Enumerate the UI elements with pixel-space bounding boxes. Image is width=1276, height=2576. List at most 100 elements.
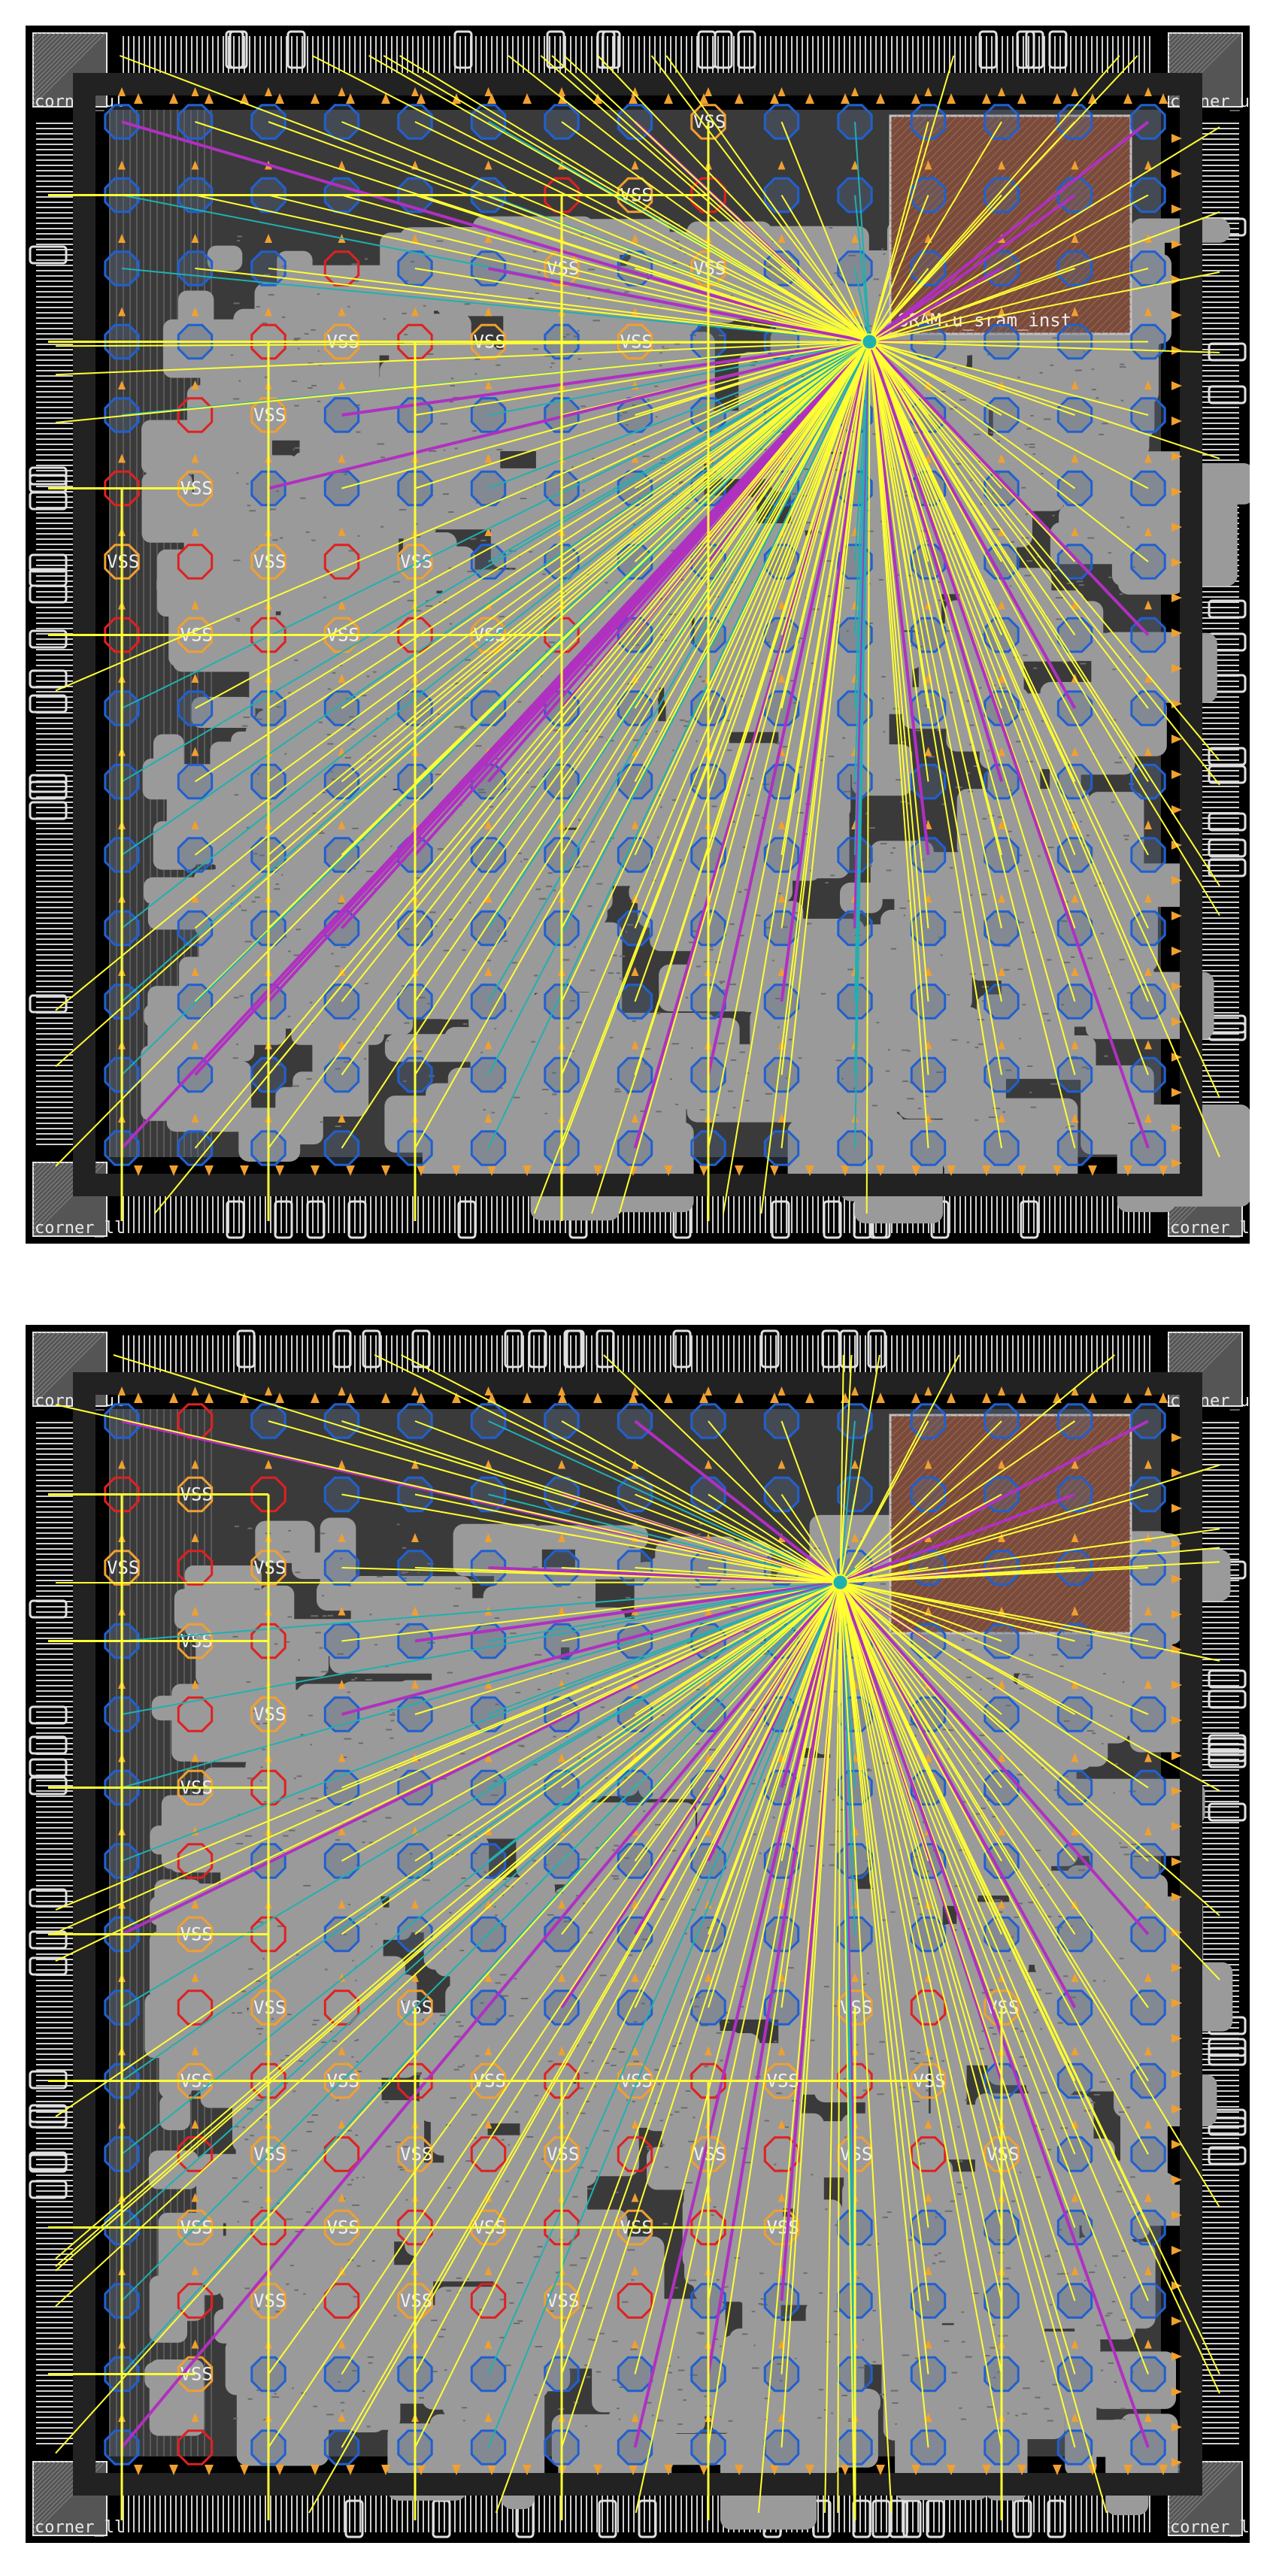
cell-speckle: [1112, 668, 1117, 671]
cell-speckle: [566, 333, 570, 335]
cell-speckle: [338, 902, 344, 905]
vss-label: VSS: [253, 551, 286, 572]
bump-octagon: [397, 544, 433, 580]
sram-hatch: [890, 115, 921, 147]
cell-speckle: [740, 695, 744, 697]
cell-speckle: [762, 517, 770, 519]
bond-pad: [29, 584, 68, 604]
cell-speckle: [1096, 882, 1105, 884]
cell-speckle: [735, 395, 738, 397]
corner-hatch: [32, 2461, 47, 2476]
via-marker: [1071, 893, 1079, 903]
cell-speckle: [429, 911, 436, 914]
route-wire: [55, 341, 871, 1011]
route-wire: [414, 341, 870, 489]
cell-speckle: [548, 641, 556, 644]
cell-speckle: [806, 522, 814, 524]
route-wire: [268, 341, 871, 1149]
cell-speckle: [679, 859, 682, 861]
sram-hatch: [957, 160, 1132, 335]
route-wire: [868, 341, 1220, 762]
cell-speckle: [474, 538, 477, 540]
cell-speckle: [908, 900, 911, 902]
cell-speckle: [532, 250, 537, 253]
vss-label: VSS: [693, 111, 726, 132]
bond-pad: [29, 1735, 68, 1755]
via-marker: [1071, 527, 1079, 536]
cell-speckle: [750, 361, 758, 362]
cell-speckle: [920, 646, 923, 647]
cell-speckle: [793, 702, 800, 704]
cell-speckle: [332, 672, 336, 674]
cell-speckle: [1086, 1068, 1092, 1070]
via-marker: [998, 747, 1005, 756]
cell-speckle: [453, 2068, 459, 2071]
bond-pad: [453, 30, 473, 69]
cell-speckle: [948, 692, 953, 693]
via-marker: [1071, 453, 1079, 463]
cell-speckle: [288, 692, 291, 694]
cell-speckle: [729, 923, 735, 926]
cell-speckle: [499, 1087, 503, 1089]
cell-speckle: [1002, 1111, 1005, 1113]
bond-pad: [737, 30, 756, 69]
route-wire: [708, 341, 871, 1149]
sram-hatch: [1025, 228, 1132, 335]
cell-speckle: [941, 390, 946, 392]
bond-pad: [29, 553, 68, 573]
corner-label-lr: corner_lr: [1170, 1219, 1250, 1238]
cell-speckle: [747, 794, 750, 796]
cell-speckle: [677, 2389, 683, 2391]
corner-hatch: [32, 32, 79, 79]
pin-marker: [1123, 93, 1132, 104]
cell-speckle: [243, 717, 250, 718]
via-marker: [1071, 1114, 1079, 1123]
cell-speckle: [765, 266, 772, 268]
cell-speckle: [288, 950, 291, 953]
corner-hatch: [32, 32, 38, 38]
corner-hatch: [32, 1162, 56, 1186]
cell-speckle: [259, 854, 265, 856]
cell-speckle: [775, 998, 780, 1000]
cell-speckle: [659, 365, 662, 367]
bond-pad: [236, 1329, 256, 1368]
cell-speckle: [1078, 584, 1084, 586]
cell-speckle: [239, 995, 244, 997]
route-wire: [869, 211, 1220, 343]
via-marker: [338, 893, 346, 903]
layout-content: corner_ulcorner_urcorner_llcorner_lrSRAM…: [26, 26, 1250, 1244]
cell-speckle: [999, 687, 1006, 689]
pin-marker: [381, 93, 390, 104]
cell-speckle: [415, 610, 422, 612]
cell-speckle: [256, 305, 260, 308]
std-cell-cluster: [1117, 451, 1197, 532]
vss-label: VSS: [107, 551, 139, 572]
bond-pad: [29, 466, 68, 486]
cell-speckle: [282, 316, 286, 318]
cell-speckle: [547, 872, 553, 874]
cell-speckle: [427, 1002, 430, 1005]
cell-speckle: [232, 1057, 238, 1059]
cell-speckle: [1041, 472, 1044, 474]
pin-marker: [699, 93, 708, 104]
bond-pad: [1208, 1802, 1247, 1822]
cell-speckle: [292, 1085, 299, 1087]
via-marker: [338, 600, 346, 610]
cell-speckle: [247, 505, 251, 507]
cell-speckle: [444, 449, 446, 451]
cell-speckle: [351, 263, 358, 265]
bond-pad: [852, 2499, 871, 2538]
sram-hatch: [890, 115, 914, 139]
cell-speckle: [726, 720, 732, 722]
sram-hatch: [1085, 288, 1132, 335]
sram-hatch: [1055, 258, 1132, 335]
route-wire: [868, 341, 1149, 709]
route-wire: [708, 341, 871, 709]
cell-speckle: [562, 336, 566, 338]
via-marker: [1071, 160, 1079, 170]
cell-speckle: [1052, 337, 1059, 339]
route-wire: [708, 341, 871, 782]
bond-pad: [411, 1329, 431, 1368]
pin-marker: [664, 1165, 673, 1176]
std-cell-cluster: [790, 1047, 845, 1121]
